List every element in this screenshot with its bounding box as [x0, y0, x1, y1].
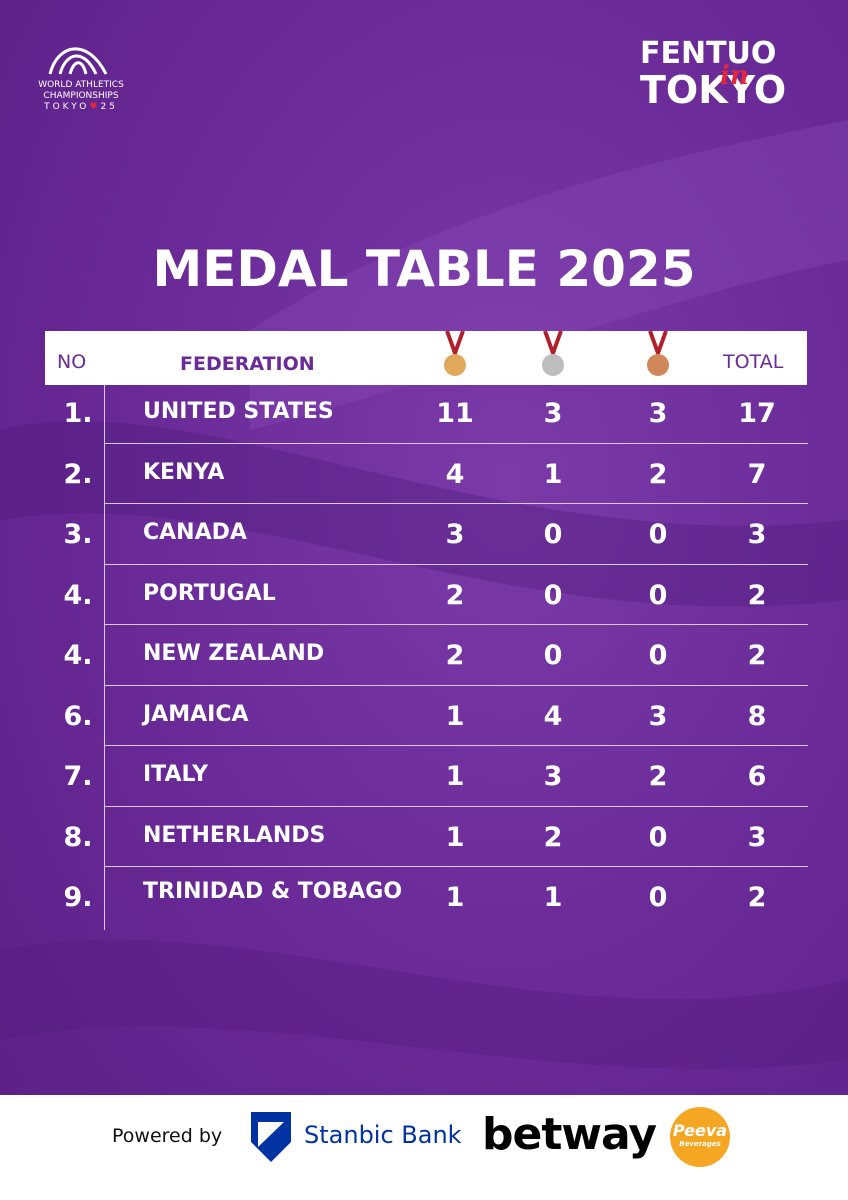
brand: FENTUO in TOKYO — [640, 36, 787, 112]
header-federation: FEDERATION — [180, 353, 315, 375]
row-divider — [104, 745, 808, 746]
silver-medal — [542, 331, 564, 376]
rank: 2. — [63, 458, 93, 490]
silver: 2 — [543, 821, 563, 853]
rank: 4. — [63, 579, 93, 611]
heart: ♥ — [89, 102, 101, 112]
silver: 0 — [543, 519, 563, 550]
bronze-medal — [647, 331, 669, 376]
rank: 6. — [63, 700, 93, 732]
total: 2 — [747, 882, 767, 913]
federation: PORTUGAL — [143, 580, 276, 606]
rank: 7. — [63, 761, 93, 792]
bronze: 2 — [648, 458, 668, 490]
total: 7 — [747, 458, 767, 490]
silver: 3 — [543, 761, 563, 792]
federation: TRINIDAD & TOBAGO — [143, 879, 403, 904]
rank: 4. — [63, 640, 93, 671]
rank: 1. — [63, 398, 93, 429]
bronze: 0 — [648, 519, 668, 550]
bronze: 0 — [648, 821, 668, 853]
rank: 3. — [63, 519, 93, 550]
logo-year: 25 — [100, 102, 118, 112]
row-divider — [104, 805, 808, 807]
total: 2 — [747, 640, 767, 671]
row-divider — [104, 624, 808, 625]
bank-name: Stanbic Bank — [304, 1121, 462, 1149]
column-divider — [104, 385, 105, 930]
medal-icons — [444, 331, 669, 376]
bronze: 0 — [648, 579, 668, 611]
row-divider — [104, 503, 808, 504]
silver: 1 — [543, 458, 563, 490]
federation: JAMAICA — [143, 701, 249, 727]
table-header: NO FEDERATION TOTAL — [45, 331, 807, 385]
logo-city: TOKYO — [44, 102, 90, 112]
header-no: NO — [57, 351, 87, 373]
federation: CANADA — [143, 520, 247, 545]
silver: 1 — [543, 882, 563, 913]
gold: 2 — [445, 579, 465, 611]
header-total: TOTAL — [723, 351, 784, 373]
row-divider — [104, 866, 808, 867]
bronze: 0 — [648, 640, 668, 671]
silver: 3 — [543, 398, 563, 429]
total: 6 — [747, 761, 767, 792]
total: 2 — [747, 579, 767, 611]
silver: 4 — [543, 700, 563, 732]
federation: KENYA — [143, 459, 225, 485]
bronze: 3 — [648, 398, 668, 429]
gold: 1 — [445, 882, 465, 913]
bank-logo — [251, 1112, 291, 1162]
total: 3 — [747, 821, 767, 853]
brand-middle: in — [720, 61, 749, 91]
federation: NEW ZEALAND — [143, 641, 325, 666]
powered-by: Powered by — [112, 1125, 223, 1147]
total: 3 — [747, 519, 767, 550]
bronze: 0 — [648, 882, 668, 913]
betting-logo: betway — [482, 1109, 657, 1160]
silver: 0 — [543, 579, 563, 611]
logo-line: CHAMPIONSHIPS — [43, 91, 119, 101]
federation: ITALY — [143, 762, 209, 787]
row-divider — [104, 563, 808, 565]
title: MEDAL TABLE 2025 — [152, 240, 696, 298]
rank: 8. — [63, 821, 93, 853]
gold: 1 — [445, 700, 465, 732]
drink-logo: Peeva Beverages — [670, 1107, 730, 1167]
logo-mark — [48, 47, 108, 75]
gold: 4 — [445, 458, 465, 490]
total: 17 — [738, 398, 776, 429]
logo-line: TOKYO♥25 — [36, 102, 126, 113]
gold: 1 — [445, 821, 465, 853]
bronze: 2 — [648, 761, 668, 792]
gold: 2 — [445, 640, 465, 671]
gold: 1 — [445, 761, 465, 792]
row-divider — [104, 684, 808, 686]
rank: 9. — [63, 882, 93, 913]
brand-bottom: TOKYO — [640, 68, 787, 112]
drink-name: Peeva — [672, 1121, 728, 1140]
gold-medal — [444, 331, 466, 376]
gold: 11 — [436, 398, 474, 429]
row-divider — [104, 442, 808, 444]
federation: UNITED STATES — [143, 399, 334, 424]
federation: NETHERLANDS — [143, 822, 326, 848]
gold: 3 — [445, 519, 465, 550]
silver: 0 — [543, 640, 563, 671]
logo-text: WORLD ATHLETICS CHAMPIONSHIPS TOKYO♥25 — [36, 80, 126, 113]
brand-top: FENTUO — [640, 36, 777, 71]
total: 8 — [747, 700, 767, 732]
bronze: 3 — [648, 700, 668, 732]
logo-line: WORLD ATHLETICS — [38, 80, 124, 90]
footer: Powered by Stanbic Bank betway Peeva Bev… — [0, 1095, 848, 1200]
drink-sub: Beverages — [679, 1140, 721, 1148]
